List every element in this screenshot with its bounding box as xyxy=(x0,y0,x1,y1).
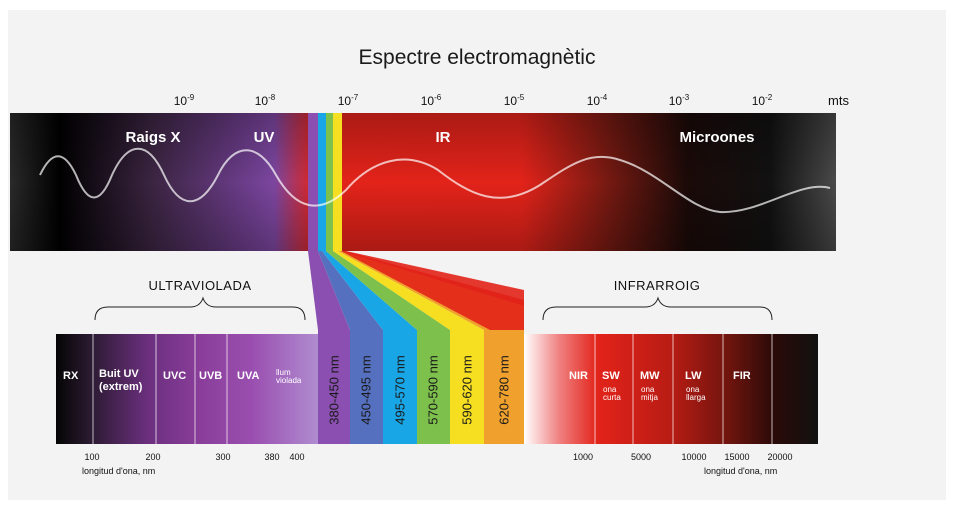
scale-label-8: 10-2 xyxy=(751,93,773,108)
ir-bar xyxy=(524,334,818,444)
fan-yellow xyxy=(333,251,484,330)
visible-label-5: 590-620 nm xyxy=(459,355,475,425)
ir-brace xyxy=(542,296,773,321)
region-label-xrays: Raigs X xyxy=(125,129,181,146)
region-label-microwaves: Microones xyxy=(679,129,755,146)
top-visible-blue xyxy=(318,113,326,251)
ir-tick-20000: 20000 xyxy=(767,452,793,462)
uv-tick-100: 100 xyxy=(84,452,100,462)
uv-tick-200: 200 xyxy=(145,452,161,462)
ir-tick-15000: 15000 xyxy=(724,452,750,462)
wavelength-wave xyxy=(39,147,831,214)
vis-bar-6 xyxy=(484,330,524,444)
scale-label-7: 10-3 xyxy=(668,93,690,108)
band-sublabel-mw: ona mitja xyxy=(641,385,658,402)
uv-brace xyxy=(94,296,306,321)
uv-axis-label: longitud d'ona, nm xyxy=(82,466,156,476)
fan-indigo xyxy=(318,251,383,330)
diagram-title: Espectre electromagnètic xyxy=(358,46,596,69)
ir-tick-5000: 5000 xyxy=(630,452,652,462)
fan-blue xyxy=(322,251,417,330)
vis-bar-3 xyxy=(383,330,417,444)
fan-red-main xyxy=(341,251,524,330)
scale-units: mts xyxy=(828,93,849,108)
band-label-rx: RX xyxy=(63,370,79,382)
band-label-uvc: UVC xyxy=(163,370,187,382)
band-label-violet-light: llum violada xyxy=(276,368,302,385)
scale-label-6: 10-4 xyxy=(586,93,608,108)
section-label-infrared: INFRARROIG xyxy=(613,278,701,293)
top-visible-yellow xyxy=(333,113,342,251)
ir-tick-1000: 1000 xyxy=(572,452,594,462)
vis-bar-2 xyxy=(350,330,383,444)
visible-label-3: 495-570 nm xyxy=(392,355,408,425)
band-label-mw: MW xyxy=(640,370,660,382)
vis-bar-4 xyxy=(417,330,450,444)
top-visible-violet xyxy=(308,113,318,251)
visible-label-4: 570-590 nm xyxy=(425,355,441,425)
scale-label-3: 10-7 xyxy=(337,93,359,108)
band-label-buit-uv: Buit UV (extrem) xyxy=(99,368,143,393)
uv-tick-380: 380 xyxy=(264,452,280,462)
region-label-ir: IR xyxy=(435,129,451,146)
band-sublabel-lw: ona llarga xyxy=(686,385,706,402)
top-visible-green xyxy=(326,113,333,251)
fan-green xyxy=(326,251,450,330)
scale-label-1: 10-9 xyxy=(173,93,195,108)
scale-label-2: 10-8 xyxy=(254,93,276,108)
visible-label-1: 380-450 nm xyxy=(326,355,342,425)
region-label-uv: UV xyxy=(253,129,275,146)
band-label-uva: UVA xyxy=(237,370,260,382)
uv-tick-300: 300 xyxy=(215,452,231,462)
band-sublabel-sw: ona curta xyxy=(603,385,621,402)
visible-label-6: 620-780 nm xyxy=(496,355,512,425)
uv-tick-400: 400 xyxy=(289,452,305,462)
band-label-fir: FIR xyxy=(733,370,751,382)
band-label-uvb: UVB xyxy=(199,370,223,382)
ir-tick-10000: 10000 xyxy=(681,452,707,462)
band-label-lw: LW xyxy=(685,370,702,382)
band-label-nir: NIR xyxy=(569,370,588,382)
band-label-sw: SW xyxy=(602,370,620,382)
visible-label-2: 450-495 nm xyxy=(358,355,374,425)
vis-bar-5 xyxy=(450,330,484,444)
section-label-ultraviolet: ULTRAVIOLADA xyxy=(148,278,252,293)
fan-violet xyxy=(308,251,350,330)
scale-label-4: 10-6 xyxy=(420,93,442,108)
uv-bar xyxy=(56,334,318,444)
ir-axis-label: longitud d'ona, nm xyxy=(704,466,778,476)
scale-label-5: 10-5 xyxy=(503,93,525,108)
vis-bar-1 xyxy=(318,330,350,444)
